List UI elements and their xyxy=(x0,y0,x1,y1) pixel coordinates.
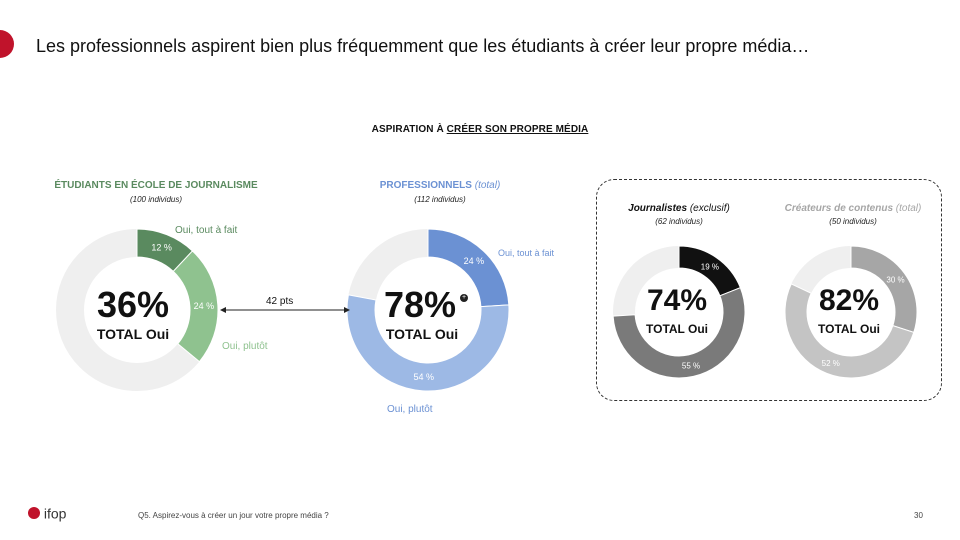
journalists-header: Journalistes (exclusif) xyxy=(604,203,754,214)
creators-header: Créateurs de contenus (total) xyxy=(770,203,936,214)
ifop-logo: ifop xyxy=(28,504,66,521)
accent-dot xyxy=(0,30,14,58)
creators-total-label: TOTAL Oui xyxy=(818,322,880,336)
pros-total-label: TOTAL Oui xyxy=(385,326,459,342)
subtitle-underlined: CRÉER SON PROPRE MÉDIA xyxy=(446,124,589,135)
chart-subtitle: ASPIRATION À CRÉER SON PROPRE MÉDIA xyxy=(0,124,960,135)
students-total-value: 36% xyxy=(96,284,170,325)
pros-header-text: PROFESSIONNELS xyxy=(379,180,472,191)
pros-slice-2-value-label: 54 % xyxy=(414,372,435,382)
pros-count: (112 individus) xyxy=(414,195,466,204)
subtitle-prefix: ASPIRATION À xyxy=(371,124,447,135)
pros-label-plutot: Oui, plutôt xyxy=(387,404,433,415)
students-slice-2-value-label: 24 % xyxy=(194,301,215,311)
creators-header-note: (total) xyxy=(895,203,922,214)
pros-label-tout-a-fait: Oui, tout à fait xyxy=(498,248,555,258)
students-count: (100 individus) xyxy=(129,195,183,204)
page-title: Les professionnels aspirent bien plus fr… xyxy=(36,36,810,56)
journalists-total-label: TOTAL Oui xyxy=(646,322,708,336)
page-number: 30 xyxy=(914,511,923,520)
journalists-header-text: Journalistes xyxy=(628,203,688,214)
specialized-group-box xyxy=(596,179,942,401)
journalists-header-note: (exclusif) xyxy=(689,203,730,214)
students-label-plutot: Oui, plutôt xyxy=(222,341,268,352)
footer-question: Q5. Aspirez-vous à créer un jour votre p… xyxy=(138,511,329,520)
logo-mark-icon xyxy=(28,507,40,520)
students-header: ÉTUDIANTS EN ÉCOLE DE JOURNALISME xyxy=(54,180,258,191)
journalists-total-value: 74% xyxy=(646,284,708,317)
students-slice-1-value-label: 12 % xyxy=(151,243,172,253)
pros-header-note: (total) xyxy=(474,180,501,191)
creators-total-value: 82% xyxy=(818,284,880,317)
creators-header-text: Créateurs de contenus xyxy=(784,203,894,214)
creators-count: (50 individus) xyxy=(829,217,877,226)
gap-label: 42 pts xyxy=(266,296,294,307)
students-slice-2 xyxy=(172,250,219,363)
significance-badge: + xyxy=(460,294,468,302)
pros-slice-1-value-label: 24 % xyxy=(464,256,485,266)
students-label-tout-a-fait: Oui, tout à fait xyxy=(175,225,238,236)
logo-text: ifop xyxy=(43,505,67,522)
pros-header: PROFESSIONNELS (total) xyxy=(350,180,530,191)
pros-total-value: 78% xyxy=(383,284,457,325)
students-total-label: TOTAL Oui xyxy=(96,326,170,342)
journalists-count: (62 individus) xyxy=(655,217,703,226)
gap-arrow xyxy=(220,307,350,313)
